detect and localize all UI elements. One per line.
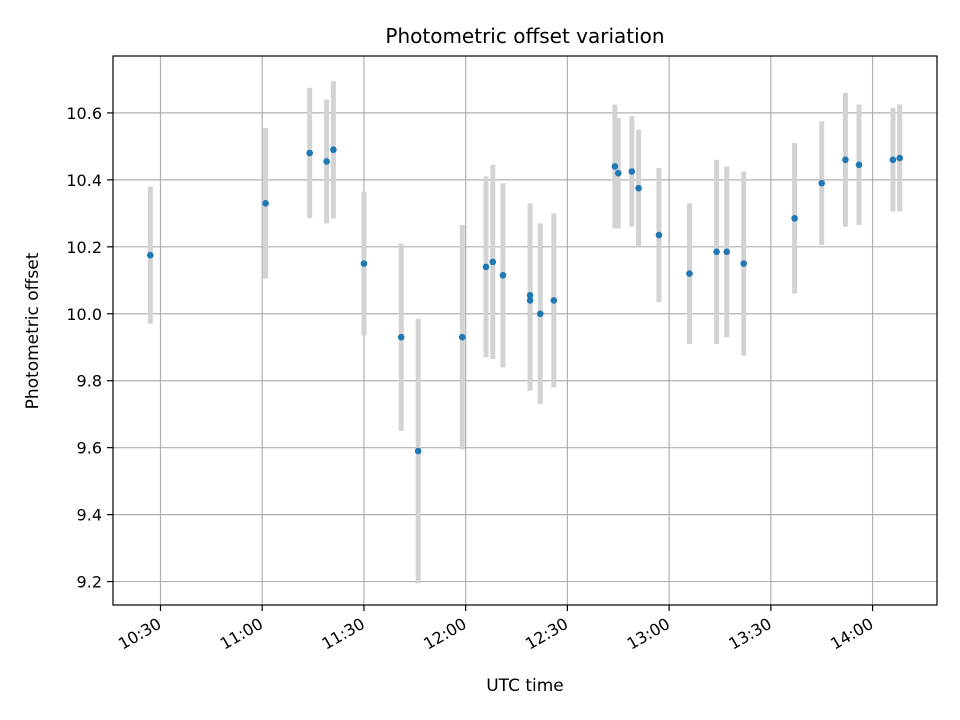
data-point xyxy=(889,156,897,164)
y-tick-label: 10.0 xyxy=(66,305,102,324)
data-point xyxy=(791,215,798,222)
y-tick-label: 10.2 xyxy=(66,238,102,257)
y-tick-label: 9.2 xyxy=(77,573,102,592)
y-axis-ticks: 9.2 9.4 9.6 9.8 10.0 10.2 10.4 10.6 xyxy=(66,104,113,592)
plot-frame xyxy=(112,55,938,606)
y-axis-title: Photometric offset xyxy=(23,252,43,409)
data-points xyxy=(147,146,903,455)
y-tick-label: 9.4 xyxy=(77,506,102,525)
data-point xyxy=(306,149,313,157)
data-point xyxy=(414,447,422,455)
data-point xyxy=(323,158,330,165)
data-point xyxy=(330,146,337,154)
chart-title: Photometric offset variation xyxy=(385,24,664,48)
data-point xyxy=(550,297,558,304)
data-point xyxy=(723,248,731,256)
x-tick-label: 12:30 xyxy=(522,614,571,654)
data-point xyxy=(818,179,826,187)
data-point xyxy=(842,156,849,164)
data-point xyxy=(896,154,903,162)
data-point xyxy=(855,161,863,169)
data-point xyxy=(740,260,748,267)
data-point xyxy=(686,270,693,277)
y-tick-label: 9.8 xyxy=(77,372,102,391)
data-point xyxy=(611,163,619,170)
x-axis-ticks: 10:30 11:00 11:30 12:00 12:30 13:00 13:30 14:00 xyxy=(115,605,877,654)
data-point xyxy=(360,260,368,267)
x-tick-label: 11:00 xyxy=(217,614,266,654)
x-tick-label: 10:30 xyxy=(115,614,164,654)
data-point xyxy=(458,333,466,341)
data-point xyxy=(482,263,490,271)
x-tick-label: 13:30 xyxy=(725,614,774,654)
data-point xyxy=(397,333,405,341)
data-point xyxy=(262,199,269,207)
y-tick-label: 10.6 xyxy=(66,104,102,123)
x-tick-label: 13:00 xyxy=(624,614,673,654)
data-point xyxy=(489,258,497,266)
data-point xyxy=(526,292,534,299)
data-point xyxy=(499,271,507,279)
data-point xyxy=(635,184,642,192)
x-tick-label: 11:30 xyxy=(318,614,367,654)
data-point xyxy=(536,310,544,318)
data-point xyxy=(526,297,534,304)
x-tick-label: 12:00 xyxy=(420,614,469,654)
y-tick-label: 9.6 xyxy=(77,439,102,458)
grid xyxy=(113,56,937,605)
data-point xyxy=(713,248,720,256)
data-point xyxy=(628,168,636,175)
y-tick-label: 10.4 xyxy=(66,171,102,190)
x-tick-label: 14:00 xyxy=(827,614,876,654)
data-point xyxy=(614,169,622,177)
data-point xyxy=(655,231,663,239)
data-point xyxy=(147,251,154,259)
x-axis-title: UTC time xyxy=(486,676,564,696)
